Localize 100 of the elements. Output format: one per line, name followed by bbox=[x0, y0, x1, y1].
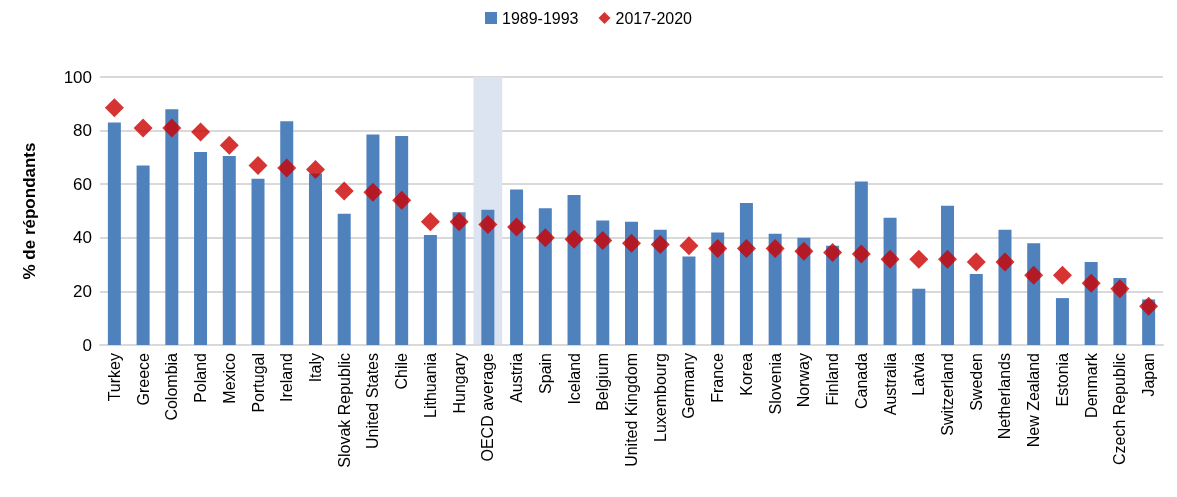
point bbox=[219, 135, 239, 155]
x-tick-label: OECD average bbox=[479, 352, 497, 462]
bar bbox=[969, 273, 983, 345]
x-tick-label: Denmark bbox=[1082, 352, 1100, 418]
point bbox=[277, 158, 297, 178]
x-tick-label: Luxembourg bbox=[651, 353, 669, 442]
point bbox=[162, 118, 182, 138]
bar bbox=[337, 213, 351, 345]
bar bbox=[194, 152, 208, 345]
bar bbox=[251, 178, 265, 345]
point bbox=[363, 182, 383, 202]
x-tick-label: Belgium bbox=[594, 353, 612, 411]
x-tick-label: Estonia bbox=[1053, 352, 1071, 407]
point bbox=[1024, 265, 1044, 285]
x-tick-label: Spain bbox=[536, 353, 554, 394]
bar bbox=[308, 173, 322, 345]
point bbox=[478, 214, 498, 234]
x-tick-label: Czech Republic bbox=[1111, 353, 1129, 466]
bar bbox=[280, 121, 294, 345]
legend-label: 1989-1993 bbox=[501, 9, 579, 27]
x-tick-label: Ireland bbox=[278, 353, 296, 402]
x-tick-label: Sweden bbox=[967, 353, 985, 411]
y-tick-label: 40 bbox=[73, 228, 92, 248]
point bbox=[1110, 279, 1130, 299]
point bbox=[564, 229, 584, 249]
bar bbox=[854, 181, 868, 345]
x-tick-label: Norway bbox=[795, 353, 813, 408]
y-tick-label: 100 bbox=[63, 67, 92, 87]
point bbox=[507, 217, 527, 237]
y-tick-label: 60 bbox=[73, 174, 92, 194]
point bbox=[392, 190, 412, 210]
point bbox=[765, 239, 785, 259]
point bbox=[966, 252, 986, 272]
point bbox=[909, 249, 929, 269]
bar bbox=[912, 288, 926, 345]
legend-label: 2017-2020 bbox=[615, 9, 693, 27]
x-tick-label: Finland bbox=[824, 353, 842, 406]
x-tick-label: Korea bbox=[737, 352, 755, 396]
x-tick-label: Germany bbox=[680, 353, 698, 419]
bar bbox=[423, 235, 437, 345]
point bbox=[880, 249, 900, 269]
bar bbox=[481, 209, 495, 345]
point bbox=[736, 239, 756, 259]
x-tick-label: Portugal bbox=[249, 353, 267, 413]
point bbox=[420, 212, 440, 232]
y-tick-label: 80 bbox=[73, 121, 92, 141]
bar bbox=[452, 212, 466, 345]
x-tick-label: Poland bbox=[192, 353, 210, 403]
x-tick-label: Lithuania bbox=[421, 352, 439, 418]
bar bbox=[682, 256, 696, 345]
x-tick-label: Hungary bbox=[450, 353, 468, 414]
y-tick-label: 20 bbox=[73, 281, 92, 301]
x-tick-label: Colombia bbox=[163, 352, 181, 421]
point bbox=[191, 122, 211, 142]
point bbox=[1081, 273, 1101, 293]
point bbox=[679, 236, 699, 256]
x-tick-label: United Kingdom bbox=[623, 353, 640, 467]
bar bbox=[941, 205, 955, 345]
point bbox=[650, 235, 670, 254]
y-tick-label: 0 bbox=[82, 335, 92, 355]
point bbox=[334, 181, 354, 201]
bar bbox=[395, 135, 409, 345]
point bbox=[1139, 296, 1159, 316]
x-tick-label: New Zealand bbox=[1025, 353, 1043, 448]
bar bbox=[222, 156, 236, 345]
x-tick-label: Japan bbox=[1140, 353, 1158, 397]
point bbox=[104, 98, 124, 118]
point bbox=[794, 241, 814, 261]
x-tick-label: Iceland bbox=[565, 353, 583, 405]
x-tick-label: France bbox=[709, 352, 727, 403]
point bbox=[1052, 265, 1072, 285]
bar bbox=[366, 134, 380, 345]
bar bbox=[510, 189, 524, 345]
point bbox=[449, 212, 469, 232]
point bbox=[305, 159, 325, 179]
y-axis-title: % de répondants bbox=[20, 142, 39, 280]
x-tick-label: Slovenia bbox=[766, 352, 784, 415]
x-tick-label: Switzerland bbox=[939, 353, 957, 436]
x-tick-label: Netherlands bbox=[996, 353, 1014, 440]
bar bbox=[883, 217, 897, 345]
point bbox=[535, 228, 555, 248]
x-tick-label: Chile bbox=[393, 352, 411, 390]
x-tick-label: Slovak Republic bbox=[335, 353, 353, 468]
point bbox=[133, 118, 153, 138]
x-tick-label: Latvia bbox=[910, 352, 928, 396]
x-tick-label: Australia bbox=[881, 352, 899, 416]
bar bbox=[739, 202, 753, 345]
point bbox=[823, 243, 843, 263]
x-tick-label: United States bbox=[364, 353, 382, 450]
bar bbox=[107, 122, 121, 345]
bar bbox=[136, 165, 150, 345]
x-tick-label: Austria bbox=[508, 352, 526, 403]
point bbox=[995, 252, 1015, 272]
x-tick-label: Mexico bbox=[220, 352, 238, 404]
bar bbox=[567, 194, 581, 345]
point bbox=[622, 233, 641, 253]
x-tick-label: Greece bbox=[134, 352, 152, 406]
point bbox=[248, 155, 268, 175]
x-tick-label: Italy bbox=[306, 353, 324, 383]
point bbox=[593, 230, 613, 250]
